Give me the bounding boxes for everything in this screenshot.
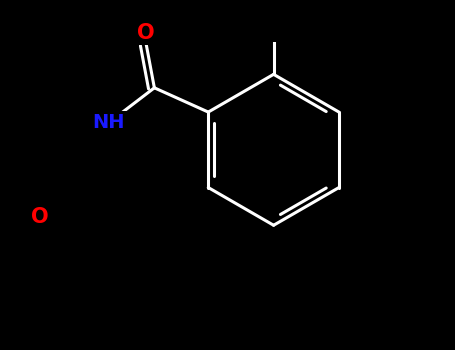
Text: O: O: [31, 207, 49, 227]
Text: O: O: [137, 22, 155, 43]
Text: NH: NH: [92, 113, 125, 132]
